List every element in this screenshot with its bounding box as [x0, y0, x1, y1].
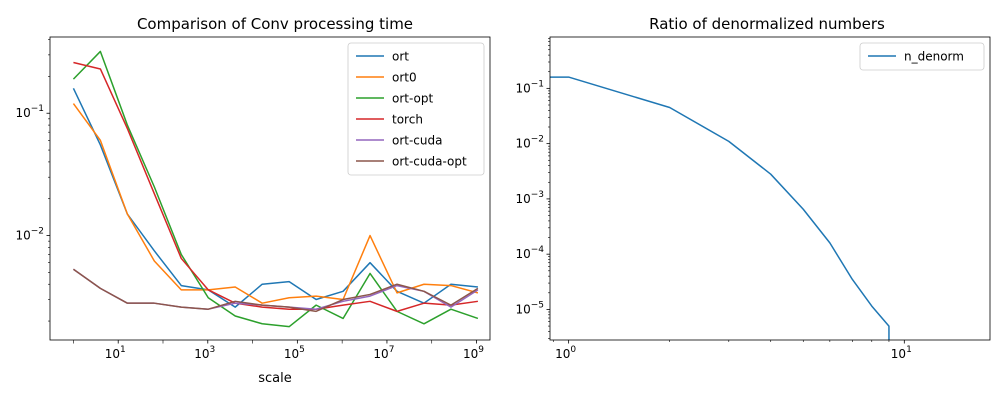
denorm-ratio-chart-legend-label-n_denorm: n_denorm: [904, 50, 964, 64]
conv-time-chart-legend-label-ort-cuda-opt: ort-cuda-opt: [392, 155, 467, 169]
denorm-ratio-chart-xtick-label: 100: [555, 345, 576, 361]
denorm-ratio-chart-ticks: 100 101 10−5 10−4 10−3 10−2 10−1: [515, 38, 912, 361]
conv-time-chart-legend: ort ort0 ort-opt torch ort-cuda ort-cuda-opt: [347, 42, 485, 176]
conv-time-chart-legend-label-ort: ort: [392, 50, 409, 64]
conv-time-chart-ticks: 101 103 105 107 109 10−2 10−1: [15, 39, 484, 361]
conv-time-chart-legend-box: [347, 42, 485, 176]
conv-time-chart-title: Comparison of Conv processing time: [137, 15, 413, 33]
conv-time-chart-legend-label-ort0: ort0: [392, 71, 417, 85]
denorm-ratio-chart-ytick-label: 10−2: [515, 135, 544, 151]
conv-time-chart-xtick-label: 109: [463, 345, 484, 361]
conv-time-chart-xtick-label: 103: [194, 345, 215, 361]
conv-time-chart: Comparison of Conv processing time scale…: [15, 15, 491, 386]
denorm-ratio-chart-legend-box: [859, 42, 985, 71]
denorm-ratio-chart: Ratio of denormalized numbers 100 101 10−5…: [515, 15, 991, 361]
conv-time-chart-lines: [72, 50, 479, 328]
denorm-ratio-chart-legend: n_denorm: [859, 42, 985, 71]
conv-time-chart-xtick-label: 101: [105, 345, 126, 361]
conv-time-chart-line-torch: [73, 61, 479, 313]
denorm-ratio-chart-ytick-label: 10−3: [515, 190, 544, 206]
denorm-ratio-chart-title: Ratio of denormalized numbers: [649, 15, 885, 33]
denorm-ratio-chart-xtick-label: 101: [891, 345, 912, 361]
conv-time-chart-xtick-label: 107: [373, 345, 394, 361]
denorm-ratio-chart-ytick-label: 10−5: [515, 300, 544, 316]
denorm-ratio-chart-ytick-label: 10−4: [515, 245, 544, 261]
conv-time-chart-legend-label-ort-cuda: ort-cuda: [392, 134, 442, 148]
conv-time-chart-ytick-label: 10−1: [15, 104, 44, 120]
conv-time-chart-legend-label-ort-opt: ort-opt: [392, 92, 433, 106]
denorm-ratio-chart-ytick-label: 10−1: [515, 79, 544, 95]
conv-time-chart-frame: [49, 36, 491, 341]
conv-time-chart-line-ort-opt: [72, 50, 479, 328]
conv-time-chart-xtick-label: 105: [284, 345, 305, 361]
conv-time-chart-line-ort: [72, 87, 478, 308]
conv-time-chart-ytick-label: 10−2: [15, 227, 44, 243]
denorm-ratio-chart-frame: [549, 36, 991, 341]
conv-time-chart-legend-label-torch: torch: [392, 113, 423, 127]
denorm-ratio-chart-line-n_denorm: [550, 76, 890, 340]
denorm-ratio-chart-lines: [550, 76, 890, 340]
conv-time-chart-line-ort-cuda-opt: [72, 268, 479, 313]
conv-time-chart-xlabel: scale: [258, 371, 292, 386]
